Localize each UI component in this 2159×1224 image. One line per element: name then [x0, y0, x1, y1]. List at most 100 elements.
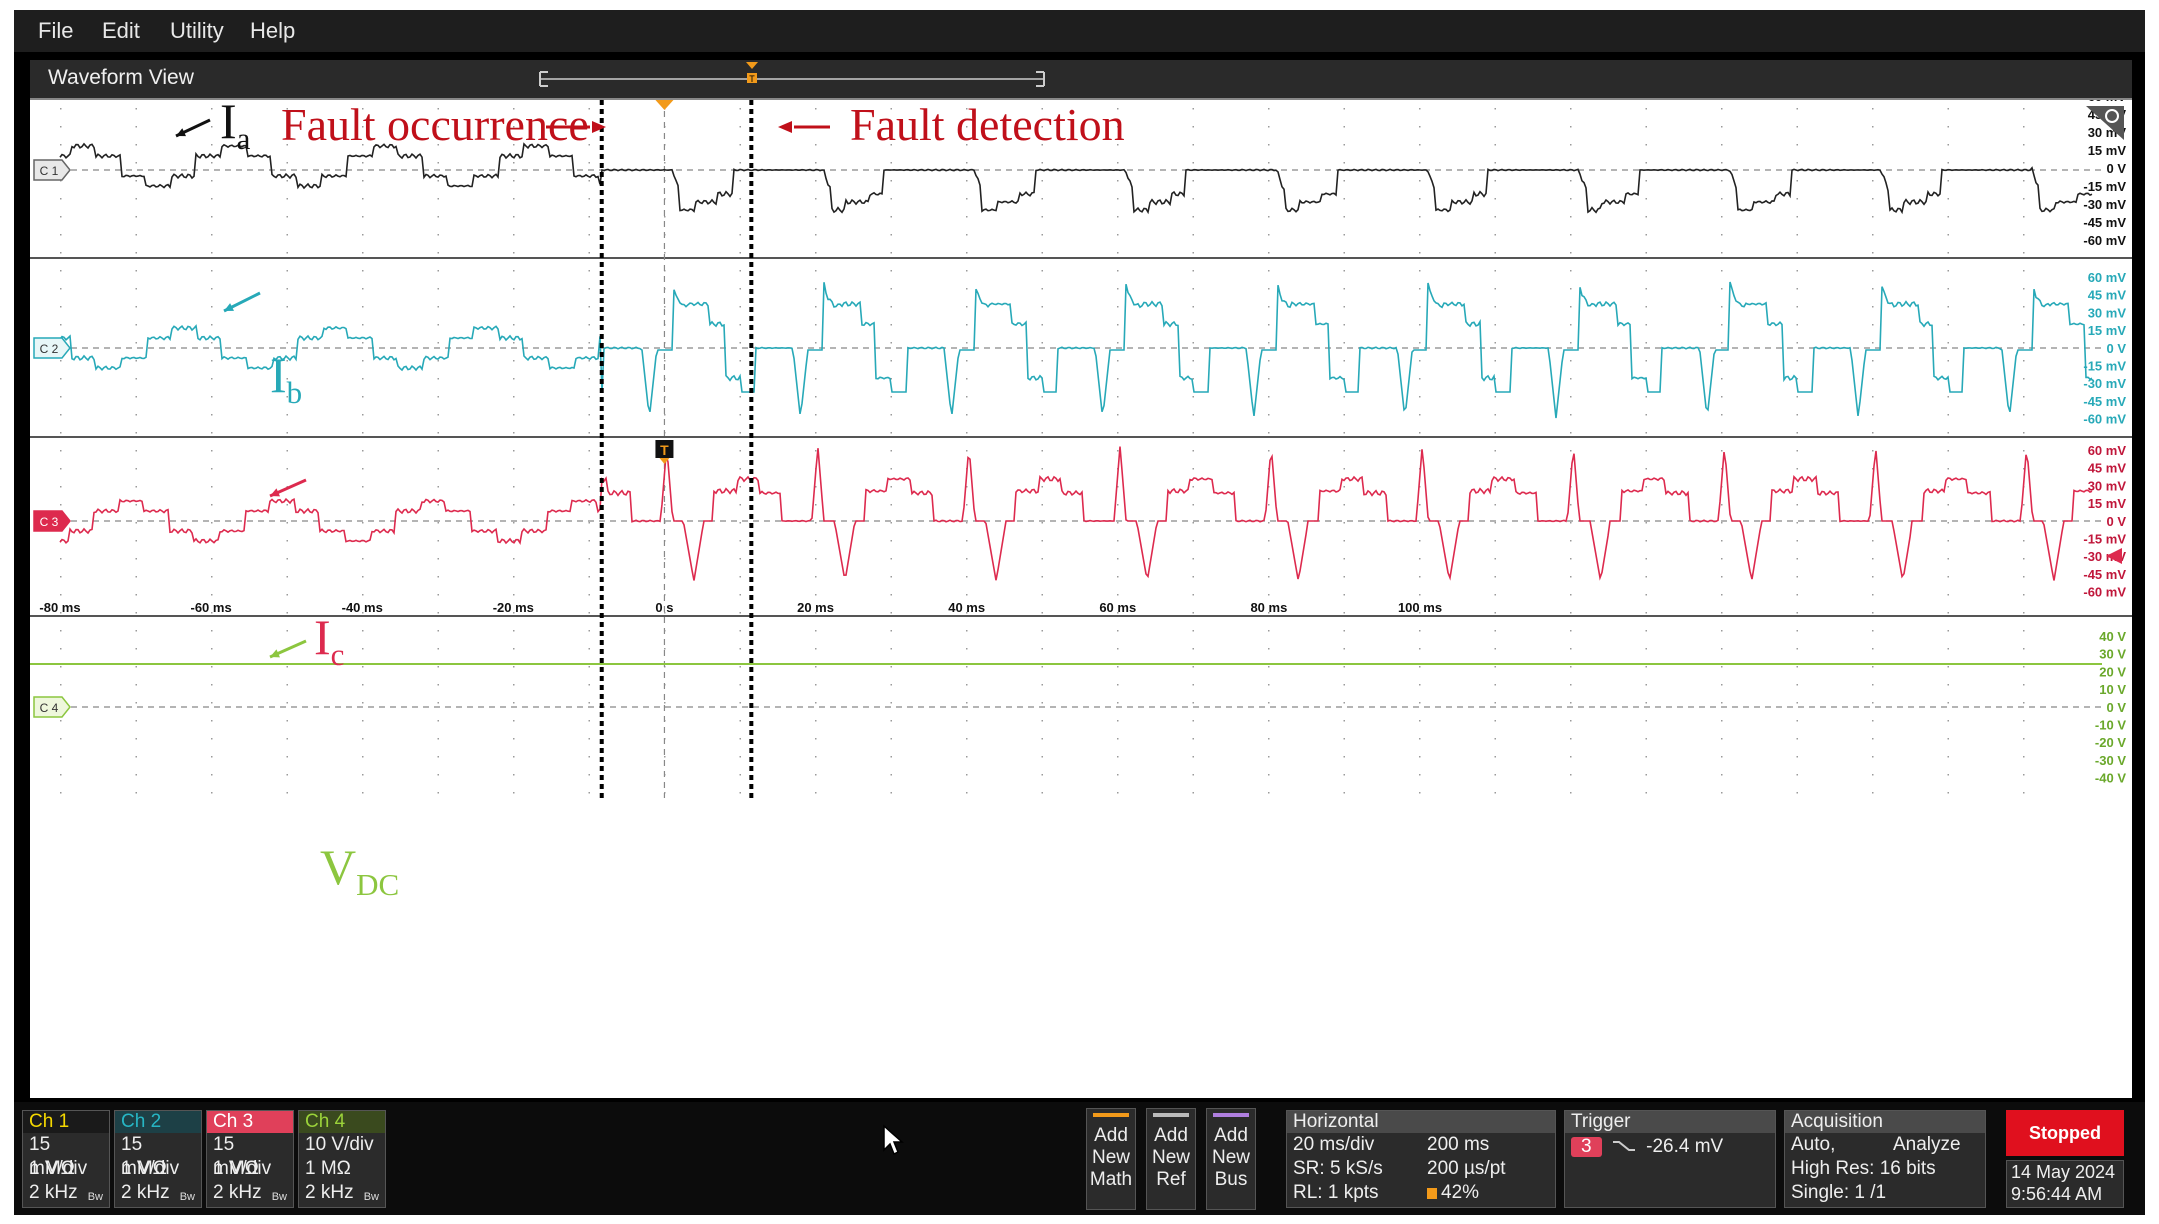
run-stop-button[interactable]: Stopped — [2006, 1110, 2124, 1156]
trigger-level: -26.4 mV — [1646, 1136, 1724, 1157]
y-scale-label: 40 V — [2099, 629, 2126, 644]
ic-trace — [59, 446, 2093, 581]
add-new-bus-button[interactable]: Add New Bus — [1206, 1108, 1256, 1210]
menu-utility[interactable]: Utility — [170, 18, 224, 43]
y-scale-label: 45 mV — [2088, 461, 2127, 476]
channel-bandwidth: 2 kHz Bw — [299, 1181, 385, 1205]
y-scale-label: 15 mV — [2088, 143, 2127, 158]
horizontal-scale: 20 ms/div — [1293, 1134, 1375, 1155]
vdc-label: VDC — [320, 839, 400, 902]
y-scale-label: 20 V — [2099, 664, 2126, 679]
record-length: RL: 1 kpts — [1293, 1182, 1379, 1203]
svg-text:C 3: C 3 — [40, 515, 59, 529]
y-scale-label: 30 mV — [2088, 478, 2127, 493]
y-scale-label: 0 V — [2106, 514, 2126, 529]
channel-scale: 15 mV/div — [121, 1134, 180, 1179]
channel-scale: 15 mV/div — [29, 1134, 88, 1179]
y-scale-label: 15 mV — [2088, 496, 2127, 511]
waveform-view-title: Waveform View — [48, 66, 194, 89]
trigger-marker-icon: T — [655, 440, 674, 464]
ib-label: Ib — [270, 347, 303, 410]
mouse-cursor-icon — [883, 1124, 904, 1156]
y-scale-label: 0 V — [2106, 161, 2126, 176]
y-scale-label: 60 mV — [2088, 270, 2127, 285]
channel-1-marker: C 1 — [33, 159, 71, 181]
menu-help[interactable]: Help — [250, 18, 296, 43]
channel-impedance: 1 MΩ — [305, 1158, 351, 1179]
y-scale-label: -45 mV — [2083, 567, 2126, 582]
y-scale-label: 10 V — [2099, 682, 2126, 697]
menu-file[interactable]: File — [38, 18, 74, 43]
sample-rate: SR: 5 kS/s — [1293, 1158, 1383, 1179]
trigger-position-indicator — [746, 62, 758, 69]
channel-impedance: 1 MΩ — [29, 1158, 75, 1179]
time-axis-label: -80 ms — [39, 600, 80, 615]
date-time: 14 May 2024 9:56:44 AM — [2006, 1160, 2124, 1208]
bus-color-bar — [1213, 1113, 1249, 1117]
channel-3-marker: C 3 — [33, 510, 71, 532]
svg-text:C 1: C 1 — [40, 164, 59, 178]
trigger-panel[interactable]: Trigger 3 -26.4 mV — [1564, 1110, 1776, 1208]
y-scale-label: -45 mV — [2083, 215, 2126, 230]
acquisition-single: Single: 1 /1 — [1791, 1182, 1887, 1203]
svg-text:C 2: C 2 — [40, 342, 59, 356]
y-scale-label: -30 mV — [2083, 197, 2126, 212]
acquisition-mode: Auto, — [1791, 1134, 1836, 1155]
channel-2-badge[interactable]: Ch 2 15 mV/div 1 MΩ 2 kHz Bw — [114, 1110, 202, 1208]
acquisition-panel[interactable]: Acquisition Auto, Analyze High Res: 16 bi… — [1784, 1110, 1986, 1208]
waveform-view-header: Waveform View T — [30, 60, 2132, 100]
date-text: 14 May 2024 — [2011, 1162, 2116, 1182]
menu-edit[interactable]: Edit — [102, 18, 140, 43]
y-scale-label: -60 mV — [2083, 585, 2126, 600]
vdc-arrow-head — [270, 649, 280, 658]
math-color-bar — [1093, 1113, 1129, 1117]
ia-trace — [59, 142, 2093, 215]
fault-detection-label: Fault detection — [850, 99, 1125, 150]
y-scale-label: -30 mV — [2083, 376, 2126, 391]
time-axis-label: 80 ms — [1250, 600, 1287, 615]
record-overview[interactable]: T — [30, 60, 2132, 98]
y-scale-label: 0 V — [2106, 700, 2126, 715]
y-scale-label: -20 V — [2095, 735, 2126, 750]
menu-bar: File Edit Utility Help — [14, 10, 2145, 52]
time-axis-label: -60 ms — [191, 600, 232, 615]
control-bar: Ch 1 15 mV/div 1 MΩ 2 kHz Bw Ch 2 15 mV/div 1 M… — [14, 1102, 2145, 1215]
channel-scale: 15 mV/div — [213, 1134, 272, 1179]
channel-bandwidth: 2 kHz Bw — [115, 1181, 201, 1205]
y-scale-label: -40 V — [2095, 771, 2126, 786]
y-scale-label: 15 mV — [2088, 323, 2127, 338]
channel-4-badge[interactable]: Ch 4 10 V/div 1 MΩ 2 kHz Bw — [298, 1110, 386, 1208]
acquisition-resolution: High Res: 16 bits — [1791, 1158, 1936, 1179]
y-scale-label: -60 mV — [2083, 233, 2126, 248]
channel-impedance: 1 MΩ — [121, 1158, 167, 1179]
svg-text:T: T — [660, 442, 669, 458]
svg-text:C 4: C 4 — [40, 701, 59, 715]
time-axis-label: 40 ms — [948, 600, 985, 615]
y-scale-label: -45 mV — [2083, 394, 2126, 409]
trigger-source-badge: 3 — [1571, 1137, 1602, 1157]
add-new-ref-button[interactable]: Add New Ref — [1146, 1108, 1196, 1210]
horizontal-panel[interactable]: Horizontal 20 ms/div 200 ms SR: 5 kS/s 200… — [1286, 1110, 1556, 1208]
channel-name: Ch 1 — [23, 1111, 109, 1133]
ic-label: Ic — [314, 609, 345, 672]
time-axis-label: 60 ms — [1099, 600, 1136, 615]
y-scale-label: -60 mV — [2083, 412, 2126, 427]
bandwidth-limit-icon: Bw — [179, 1191, 195, 1203]
y-scale-label: 30 mV — [2088, 305, 2127, 320]
channel-3-badge[interactable]: Ch 3 15 mV/div 1 MΩ 2 kHz Bw — [206, 1110, 294, 1208]
horizontal-position: 42% — [1441, 1182, 1480, 1203]
channel-name: Ch 2 — [115, 1111, 201, 1133]
zoom-icon — [2086, 106, 2124, 140]
time-axis-label: -40 ms — [342, 600, 383, 615]
channel-name: Ch 4 — [299, 1111, 385, 1133]
add-new-math-button[interactable]: Add New Math — [1086, 1108, 1136, 1210]
rising-edge-icon — [1612, 1141, 1635, 1151]
waveform-plot[interactable]: C 1 C 2 C 3 C 4 60 mV 45 mV 30 mV 15 mV 0 V -15 m… — [30, 93, 2132, 1098]
trigger-level-arrow-icon — [2106, 548, 2122, 564]
fault-occurrence-arrowhead — [592, 121, 606, 133]
channel-scale: 10 V/div — [305, 1134, 374, 1155]
trigger-title: Trigger — [1565, 1111, 1775, 1133]
bandwidth-limit-icon: Bw — [271, 1191, 287, 1203]
channel-impedance: 1 MΩ — [213, 1158, 259, 1179]
channel-1-badge[interactable]: Ch 1 15 mV/div 1 MΩ 2 kHz Bw — [22, 1110, 110, 1208]
